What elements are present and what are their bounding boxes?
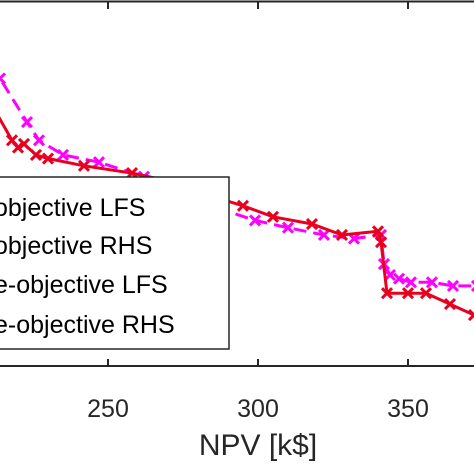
x-ticks: 250 300 350: [87, 2, 429, 423]
series-1-point: [92, 156, 106, 169]
series-2-point: [380, 287, 394, 300]
series-1-point: [281, 221, 295, 234]
series-1-point: [56, 148, 70, 161]
series-2: [0, 116, 474, 322]
x-tick-label: 350: [387, 395, 429, 423]
series-1-point: [20, 116, 34, 129]
series-2-point: [17, 137, 31, 151]
series-1-point: [32, 134, 46, 147]
series-1-point: [248, 214, 262, 227]
x-axis-label: NPV [k$]: [199, 429, 317, 462]
series-1-point: [404, 276, 418, 289]
series-2-point: [371, 225, 385, 238]
legend-entry-1: objective LFS: [0, 194, 145, 222]
legend-box: [0, 176, 230, 350]
series-2-point: [467, 308, 474, 322]
series-2-point: [443, 298, 457, 311]
series-2-point: [305, 217, 319, 231]
series-2-point: [401, 287, 415, 300]
x-tick-label: 250: [87, 395, 129, 423]
x-tick-label: 300: [237, 395, 279, 423]
legend-entry-3: e-objective LFS: [0, 271, 168, 299]
series-1-point: [0, 72, 7, 85]
series-2-point: [419, 287, 433, 300]
series-1-point: [446, 279, 460, 292]
legend-entry-4: e-objective RHS: [0, 311, 175, 339]
series-2-point: [266, 210, 280, 223]
series-2-point: [41, 152, 55, 165]
legend: objective LFS objective RHS e-objective …: [0, 176, 230, 350]
series-1-point: [425, 276, 439, 289]
series-2-point: [11, 141, 25, 154]
series-2-point: [335, 228, 349, 242]
series-2-point: [77, 159, 91, 172]
series-2-point: [236, 199, 250, 212]
series-1-point: [392, 272, 406, 285]
legend-entry-2: objective RHS: [0, 232, 152, 260]
series-2-point: [374, 236, 388, 249]
series-2-point: [29, 148, 43, 161]
series-1-point: [317, 228, 331, 242]
